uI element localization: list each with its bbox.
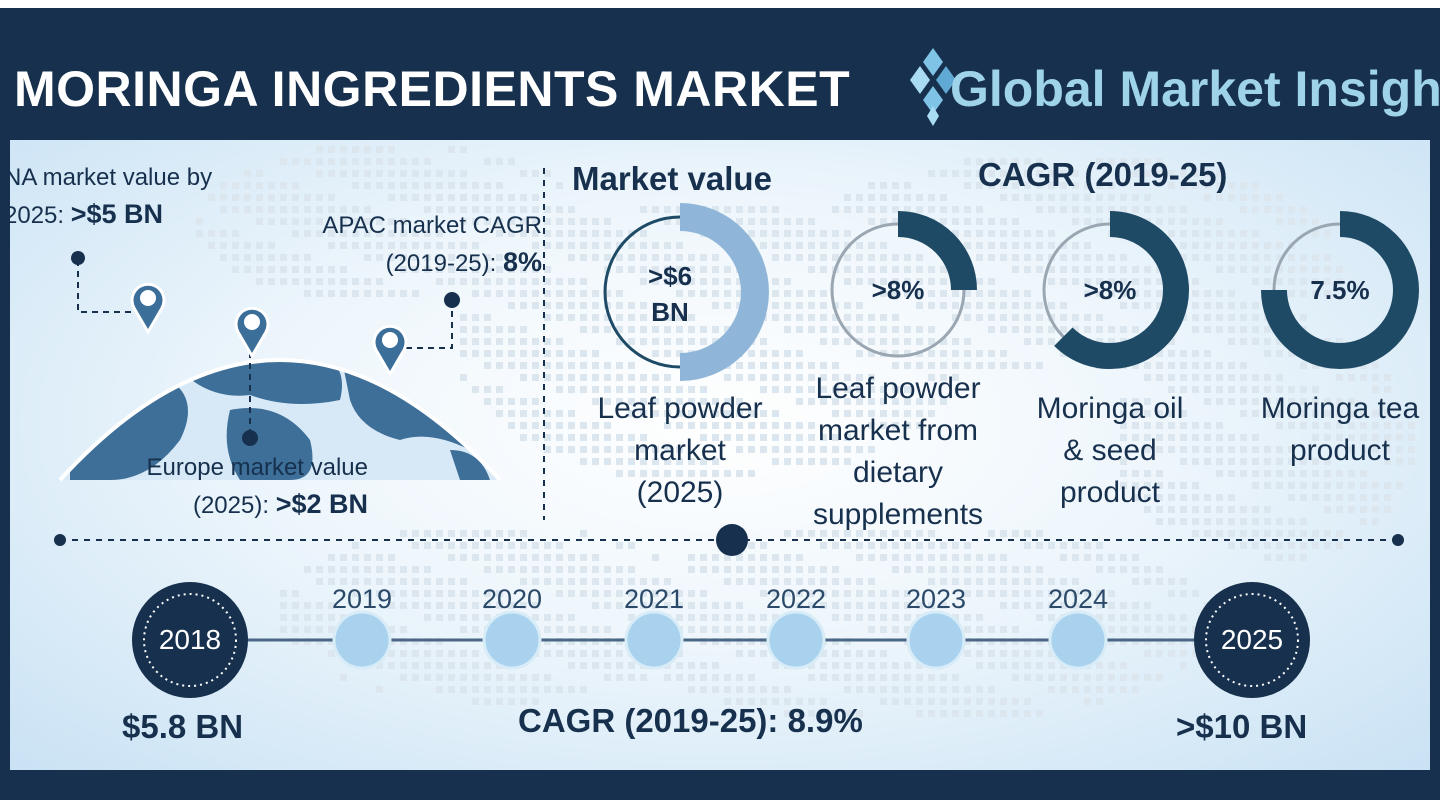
cagr-label-line: product <box>1289 434 1391 467</box>
map-leader-lines <box>71 251 460 446</box>
section-divider <box>543 168 545 520</box>
cagr-label-line: Leaf powder <box>815 372 981 405</box>
cagr-donut-value: >8% <box>1083 275 1137 305</box>
start-node <box>132 582 248 698</box>
end-node-ring <box>1205 593 1299 687</box>
apac-label-line1: APAC market CAGR <box>322 212 542 239</box>
na-location-pin-icon <box>130 282 166 335</box>
timeline-year-label: 2023 <box>905 584 967 614</box>
timeline-year-node <box>1048 610 1108 670</box>
europe-label-year: (2025): <box>192 492 276 519</box>
timeline-year-label: 2024 <box>1047 584 1109 614</box>
timeline-year-node <box>766 610 826 670</box>
cagr-heading: CAGR (2019-25) <box>978 156 1228 193</box>
timeline-year-node <box>624 610 684 670</box>
apac-label-line2: (2019-25): 8% <box>272 244 542 282</box>
timeline-year-node <box>482 610 542 670</box>
end-node <box>1194 582 1310 698</box>
timeline-year-label: 2019 <box>331 584 393 614</box>
cagr-label-line: dietary <box>852 456 944 489</box>
cagr-donut-label: Moringa oil & seed product <box>990 388 1230 514</box>
logo-text: Global Market Insight <box>950 61 1440 117</box>
cagr-label-line: & seed <box>1063 434 1157 467</box>
apac-location-pin-icon <box>372 324 408 377</box>
cagr-donut-arc <box>897 211 977 291</box>
market-value-label: Leaf powder market (2025) <box>560 388 800 514</box>
cagr-label-line: product <box>1059 476 1161 509</box>
cagr-label-line: supplements <box>812 498 984 531</box>
europe-location-pin-icon <box>234 306 270 359</box>
cagr-donut-arc <box>1261 211 1419 369</box>
market-value-label-line1: Leaf powder <box>597 392 763 425</box>
cagr-label-line: market from <box>817 414 979 447</box>
header-bar: MORINGA INGREDIENTS MARKET Global Market… <box>0 8 1440 140</box>
start-year: 2018 <box>158 624 222 655</box>
logo-diamond-icon <box>910 48 956 126</box>
cagr-donut-label: Moringa tea product <box>1220 388 1430 472</box>
timeline <box>132 582 1310 698</box>
globe-illustration <box>58 358 502 482</box>
europe-value: >$2 BN <box>275 489 368 519</box>
market-value-donut-text: >$6 BN <box>620 258 720 330</box>
europe-label-line2: (2025): >$2 BN <box>92 486 368 524</box>
apac-label-year: (2019-25): <box>385 250 503 277</box>
start-node-ring <box>143 593 237 687</box>
na-stat: NA market value by 2025: >$5 BN <box>10 160 212 234</box>
timeline-year-label: 2020 <box>481 584 543 614</box>
apac-value: 8% <box>502 247 542 277</box>
na-label-line1: NA market value by <box>10 164 213 191</box>
market-value-label-line2: market <box>634 434 726 467</box>
cagr-label-line: Moringa tea <box>1260 392 1420 425</box>
na-label-year: 2025: <box>10 202 71 229</box>
europe-label-line1: Europe market value <box>146 454 368 481</box>
content-panel: NA market value by 2025: >$5 BN APAC mar… <box>10 140 1430 770</box>
timeline-year-node <box>332 610 392 670</box>
end-value: >$10 BN <box>1176 708 1308 745</box>
cagr-donut-value: >8% <box>871 275 925 305</box>
market-value-amount: >$6 <box>647 261 693 291</box>
market-value-donut <box>603 203 769 381</box>
page-title: MORINGA INGREDIENTS MARKET <box>14 61 851 117</box>
timeline-year-node <box>906 610 966 670</box>
market-value-heading: Market value <box>572 160 772 197</box>
cagr-donut-label: Leaf powder market from dietary supplements <box>778 368 1018 536</box>
cagr-label-line: Moringa oil <box>1036 392 1184 425</box>
world-dot-map-background <box>196 146 1415 717</box>
footer-bar <box>0 770 1440 800</box>
na-value: >$5 BN <box>70 199 164 229</box>
timeline-year-label: 2021 <box>623 584 685 614</box>
market-value-label-line3: (2025) <box>636 476 724 509</box>
market-value-unit: BN <box>651 297 689 327</box>
apac-stat: APAC market CAGR (2019-25): 8% <box>272 208 542 282</box>
na-label-line2: 2025: >$5 BN <box>10 196 212 234</box>
end-year: 2025 <box>1220 624 1284 655</box>
cagr-donut-value: 7.5% <box>1310 275 1370 305</box>
timeline-year-label: 2022 <box>765 584 827 614</box>
cagr-donut-arc <box>1054 211 1189 369</box>
start-value: $5.8 BN <box>122 708 244 745</box>
timeline-cagr: CAGR (2019-25): 8.9% <box>518 702 863 739</box>
timeline-separator <box>54 524 1404 556</box>
europe-stat: Europe market value (2025): >$2 BN <box>92 450 368 524</box>
cagr-donuts <box>830 211 1419 369</box>
